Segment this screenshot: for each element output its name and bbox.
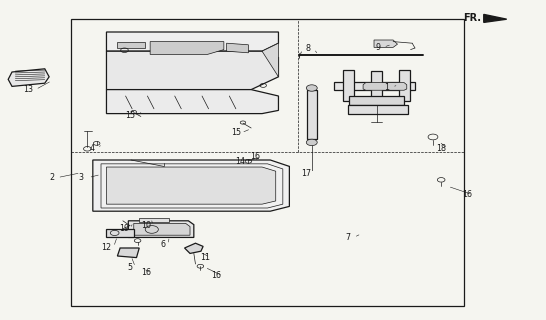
Polygon shape bbox=[93, 160, 289, 211]
Circle shape bbox=[306, 139, 317, 146]
Bar bbox=[71, 19, 464, 306]
Text: 19: 19 bbox=[120, 224, 129, 233]
Polygon shape bbox=[227, 43, 248, 53]
Text: 10: 10 bbox=[141, 221, 151, 230]
Polygon shape bbox=[134, 223, 190, 235]
Polygon shape bbox=[106, 90, 278, 114]
Text: 16: 16 bbox=[141, 268, 151, 277]
Polygon shape bbox=[343, 70, 354, 101]
Text: 8: 8 bbox=[306, 44, 311, 53]
Text: 14: 14 bbox=[235, 157, 245, 166]
Polygon shape bbox=[139, 218, 169, 222]
Polygon shape bbox=[348, 105, 408, 114]
Polygon shape bbox=[117, 248, 139, 258]
Text: 16: 16 bbox=[211, 271, 221, 280]
Polygon shape bbox=[371, 71, 382, 101]
Text: 2: 2 bbox=[49, 173, 55, 182]
Polygon shape bbox=[399, 70, 410, 101]
Text: 5: 5 bbox=[127, 263, 133, 272]
Text: 12: 12 bbox=[102, 243, 111, 252]
Polygon shape bbox=[106, 51, 278, 90]
Polygon shape bbox=[185, 243, 203, 253]
Polygon shape bbox=[128, 221, 194, 237]
Polygon shape bbox=[106, 167, 276, 204]
Text: 15: 15 bbox=[231, 128, 241, 137]
Text: 6: 6 bbox=[160, 240, 165, 249]
Polygon shape bbox=[8, 69, 49, 86]
Polygon shape bbox=[334, 82, 415, 90]
Text: FR.: FR. bbox=[464, 12, 482, 23]
Polygon shape bbox=[262, 43, 278, 77]
Text: 17: 17 bbox=[301, 169, 311, 178]
Polygon shape bbox=[363, 83, 407, 90]
Polygon shape bbox=[374, 40, 397, 47]
Text: 13: 13 bbox=[23, 85, 33, 94]
Text: 3: 3 bbox=[78, 173, 84, 182]
Text: 16: 16 bbox=[251, 152, 260, 161]
Polygon shape bbox=[150, 42, 224, 54]
Polygon shape bbox=[307, 90, 317, 139]
Polygon shape bbox=[117, 42, 145, 48]
Text: 4: 4 bbox=[89, 144, 94, 153]
Text: 1: 1 bbox=[384, 83, 389, 92]
Polygon shape bbox=[106, 229, 134, 237]
Polygon shape bbox=[484, 14, 507, 22]
Text: 7: 7 bbox=[346, 233, 351, 242]
Text: 15: 15 bbox=[125, 111, 135, 120]
Circle shape bbox=[306, 85, 317, 91]
Polygon shape bbox=[106, 32, 278, 51]
Text: 9: 9 bbox=[375, 43, 381, 52]
Polygon shape bbox=[349, 96, 404, 105]
Text: 16: 16 bbox=[462, 190, 472, 199]
Text: 11: 11 bbox=[200, 253, 210, 262]
Text: 18: 18 bbox=[436, 144, 446, 153]
